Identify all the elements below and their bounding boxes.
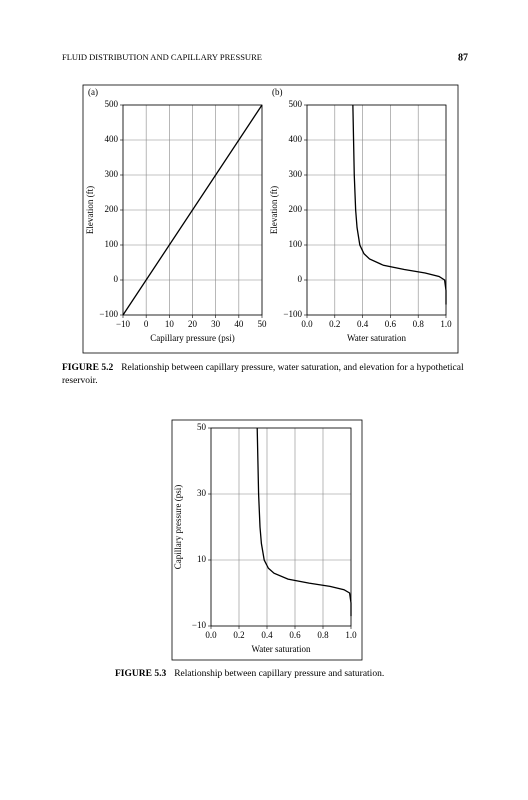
plot-frame [210, 427, 352, 627]
x-tick-label: 0.0 [301, 319, 313, 329]
x-tick-label: 40 [234, 319, 244, 329]
caption: FIGURE 5.2 Relationship between capillary… [62, 362, 472, 388]
x-axis-label: Capillary pressure (psi) [150, 333, 234, 343]
caption-label: FIGURE 5.3 [115, 669, 167, 679]
y-tick-label: 500 [105, 99, 119, 109]
y-tick-label: 200 [289, 204, 303, 214]
caption-text: Relationship between capillary pressure … [174, 669, 385, 679]
y-tick-label: −100 [283, 309, 302, 319]
figure-frame [171, 419, 363, 661]
curve [122, 104, 263, 316]
x-tick-label: 0.8 [317, 630, 329, 640]
x-tick-label: 1.0 [345, 630, 357, 640]
y-axis-label: Elevation (ft) [85, 186, 95, 234]
plot-frame [306, 104, 447, 316]
x-tick-label: 0.0 [205, 630, 217, 640]
y-tick-label: 400 [105, 134, 119, 144]
x-axis-label: Water saturation [347, 333, 407, 343]
y-tick-label: 30 [197, 488, 207, 498]
curve [256, 427, 352, 617]
x-tick-label: 0.4 [261, 630, 273, 640]
y-tick-label: −100 [99, 309, 118, 319]
running-head: FLUID DISTRIBUTION AND CAPILLARY PRESSUR… [62, 52, 262, 62]
x-tick-label: 0.2 [233, 630, 244, 640]
y-tick-label: 300 [105, 169, 119, 179]
panel-label: (a) [88, 87, 98, 97]
panel-label: (b) [272, 87, 283, 97]
y-tick-label: 400 [289, 134, 303, 144]
x-axis-label: Water saturation [251, 644, 311, 654]
caption-text: Relationship between capillary pressure,… [62, 363, 464, 386]
plot-frame [122, 104, 263, 316]
x-tick-label: 20 [188, 319, 198, 329]
y-tick-label: 10 [197, 554, 207, 564]
x-tick-label: 30 [211, 319, 221, 329]
y-tick-label: 50 [197, 422, 207, 432]
y-tick-label: 300 [289, 169, 303, 179]
x-tick-label: 0.2 [329, 319, 340, 329]
y-tick-label: −10 [192, 620, 207, 630]
x-tick-label: 1.0 [440, 319, 452, 329]
figure-frame [82, 84, 459, 354]
y-tick-label: 0 [298, 274, 303, 284]
y-tick-label: 0 [114, 274, 119, 284]
y-tick-label: 100 [289, 239, 303, 249]
curve [352, 104, 447, 305]
y-tick-label: 100 [105, 239, 119, 249]
page-number: 87 [458, 52, 468, 63]
y-tick-label: 500 [289, 99, 303, 109]
y-axis-label: Elevation (ft) [269, 186, 279, 234]
caption-label: FIGURE 5.2 [62, 363, 114, 373]
x-tick-label: −10 [116, 319, 131, 329]
x-tick-label: 0.6 [385, 319, 397, 329]
y-tick-label: 200 [105, 204, 119, 214]
caption: FIGURE 5.3 Relationship between capillary… [115, 668, 495, 681]
y-axis-label: Capillary pressure (psi) [173, 485, 183, 569]
x-tick-label: 10 [165, 319, 175, 329]
x-tick-label: 0.8 [413, 319, 425, 329]
x-tick-label: 50 [258, 319, 268, 329]
x-tick-label: 0.4 [357, 319, 369, 329]
x-tick-label: 0 [144, 319, 149, 329]
x-tick-label: 0.6 [289, 630, 301, 640]
